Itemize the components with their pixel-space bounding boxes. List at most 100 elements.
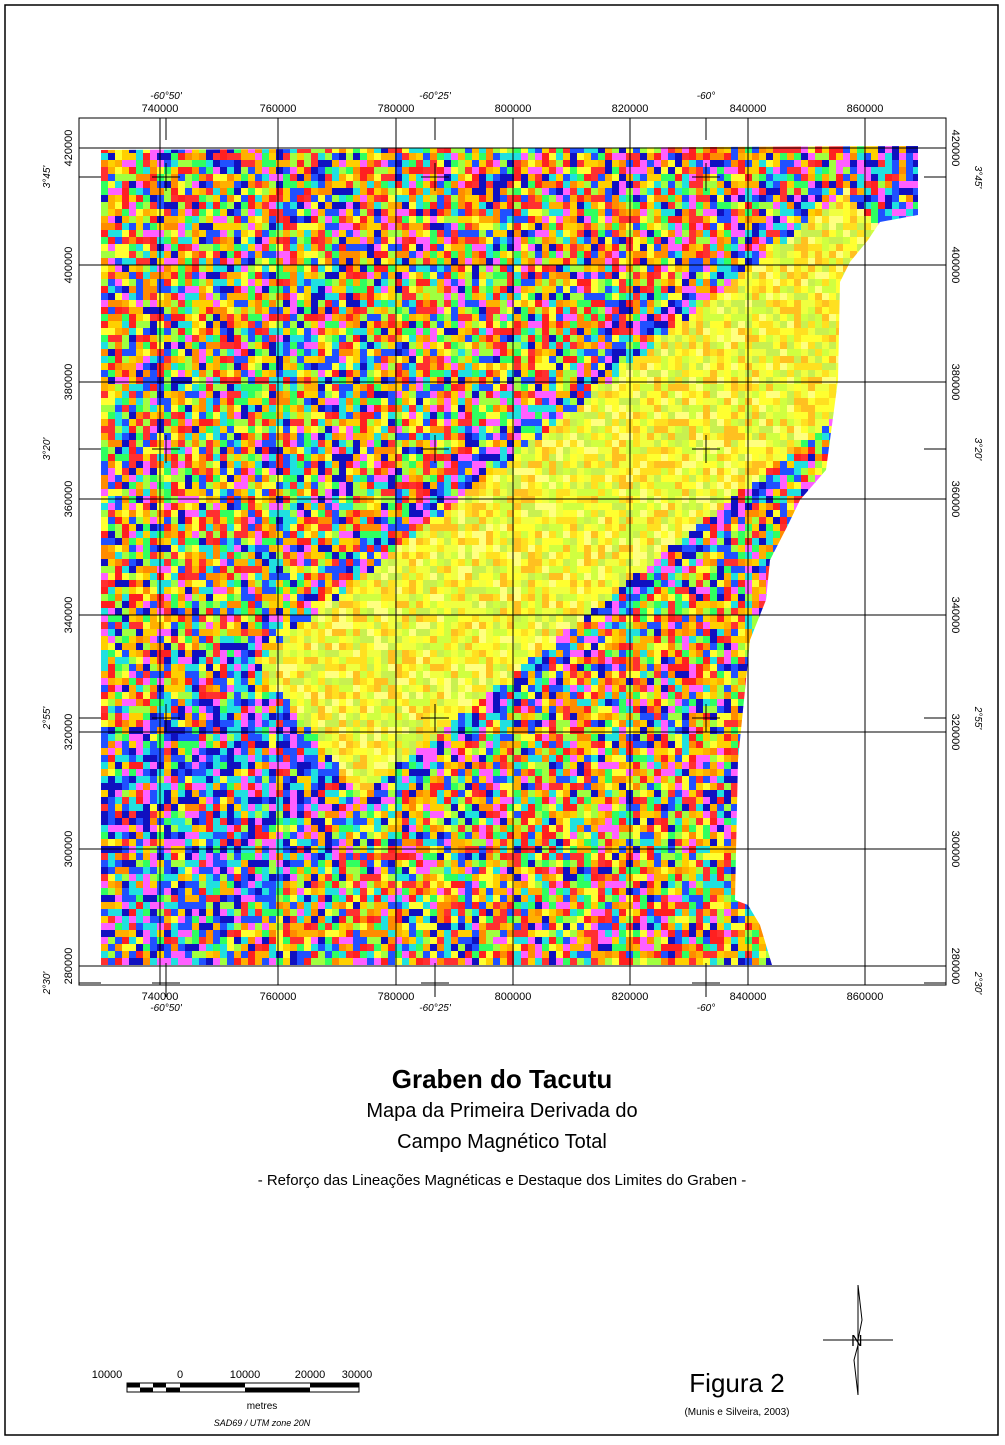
raster-cell bbox=[787, 335, 794, 342]
raster-cell bbox=[136, 370, 143, 377]
raster-cell bbox=[514, 342, 521, 349]
raster-cell bbox=[444, 363, 451, 370]
raster-cell bbox=[633, 426, 640, 433]
raster-cell bbox=[850, 167, 857, 174]
raster-cell bbox=[899, 153, 906, 160]
raster-cell bbox=[465, 181, 472, 188]
raster-cell bbox=[787, 377, 794, 384]
raster-cell bbox=[654, 279, 661, 286]
raster-cell bbox=[829, 146, 836, 153]
raster-cell bbox=[283, 363, 290, 370]
raster-cell bbox=[178, 286, 185, 293]
raster-cell bbox=[381, 440, 388, 447]
raster-cell bbox=[115, 314, 122, 321]
page: 7400007400007600007600007800007800008000… bbox=[0, 0, 1005, 1440]
raster-cell bbox=[668, 314, 675, 321]
raster-cell bbox=[339, 356, 346, 363]
raster-cell bbox=[836, 160, 843, 167]
raster-cell bbox=[584, 377, 591, 384]
raster-cell bbox=[675, 195, 682, 202]
raster-cell bbox=[325, 342, 332, 349]
raster-cell bbox=[451, 272, 458, 279]
raster-cell bbox=[234, 307, 241, 314]
raster-cell bbox=[598, 300, 605, 307]
raster-cell bbox=[297, 328, 304, 335]
raster-cell bbox=[906, 160, 913, 167]
raster-cell bbox=[199, 307, 206, 314]
raster-cell bbox=[486, 314, 493, 321]
raster-cell bbox=[353, 258, 360, 265]
raster-cell bbox=[710, 314, 717, 321]
raster-cell bbox=[878, 153, 885, 160]
raster-cell bbox=[654, 223, 661, 230]
raster-cell bbox=[682, 391, 689, 398]
raster-cell bbox=[584, 181, 591, 188]
raster-cell bbox=[668, 286, 675, 293]
raster-cell bbox=[892, 202, 899, 209]
raster-cell bbox=[409, 174, 416, 181]
raster-cell bbox=[486, 209, 493, 216]
raster-cell bbox=[815, 370, 822, 377]
raster-cell bbox=[115, 342, 122, 349]
raster-cell bbox=[164, 384, 171, 391]
raster-cell bbox=[416, 300, 423, 307]
raster-cell bbox=[675, 153, 682, 160]
raster-cell bbox=[493, 223, 500, 230]
raster-cell bbox=[612, 237, 619, 244]
raster-cell bbox=[542, 370, 549, 377]
raster-cell bbox=[332, 342, 339, 349]
raster-cell bbox=[206, 440, 213, 447]
raster-cell bbox=[472, 237, 479, 244]
raster-cell bbox=[843, 188, 850, 195]
raster-cell bbox=[822, 433, 829, 440]
raster-cell bbox=[619, 188, 626, 195]
raster-cell bbox=[542, 384, 549, 391]
raster-cell bbox=[164, 419, 171, 426]
raster-cell bbox=[738, 370, 745, 377]
raster-cell bbox=[486, 405, 493, 412]
raster-cell bbox=[815, 342, 822, 349]
raster-cell bbox=[416, 363, 423, 370]
raster-cell bbox=[563, 293, 570, 300]
raster-cell bbox=[493, 265, 500, 272]
raster-cell bbox=[808, 391, 815, 398]
raster-cell bbox=[108, 433, 115, 440]
raster-cell bbox=[556, 230, 563, 237]
raster-cell bbox=[563, 188, 570, 195]
raster-cell bbox=[360, 209, 367, 216]
raster-cell bbox=[493, 377, 500, 384]
raster-cell bbox=[136, 321, 143, 328]
raster-cell bbox=[584, 419, 591, 426]
raster-cell bbox=[255, 384, 262, 391]
raster-cell bbox=[437, 412, 444, 419]
raster-cell bbox=[584, 209, 591, 216]
raster-cell bbox=[556, 405, 563, 412]
raster-cell bbox=[241, 335, 248, 342]
raster-cell bbox=[773, 195, 780, 202]
raster-cell bbox=[486, 398, 493, 405]
raster-cell bbox=[150, 321, 157, 328]
raster-cell bbox=[220, 202, 227, 209]
raster-cell bbox=[381, 356, 388, 363]
raster-cell bbox=[633, 370, 640, 377]
raster-cell bbox=[101, 300, 108, 307]
raster-cell bbox=[612, 181, 619, 188]
raster-cell bbox=[549, 251, 556, 258]
raster-cell bbox=[493, 433, 500, 440]
raster-cell bbox=[185, 223, 192, 230]
raster-cell bbox=[416, 195, 423, 202]
raster-cell bbox=[360, 356, 367, 363]
raster-cell bbox=[241, 230, 248, 237]
raster-cell bbox=[521, 377, 528, 384]
raster-cell bbox=[570, 405, 577, 412]
raster-cell bbox=[262, 202, 269, 209]
raster-cell bbox=[220, 321, 227, 328]
raster-cell bbox=[528, 335, 535, 342]
raster-cell bbox=[479, 314, 486, 321]
raster-cell bbox=[185, 258, 192, 265]
raster-cell bbox=[514, 363, 521, 370]
raster-cell bbox=[101, 272, 108, 279]
raster-cell bbox=[479, 153, 486, 160]
raster-cell bbox=[619, 258, 626, 265]
raster-cell bbox=[290, 419, 297, 426]
